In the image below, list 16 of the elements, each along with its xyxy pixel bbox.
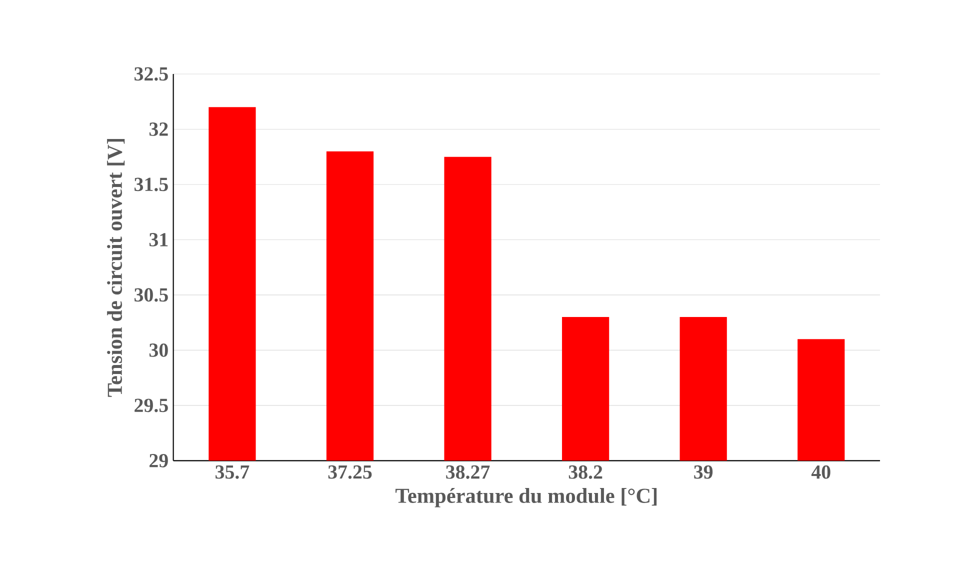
y-tick-label: 32 [149, 122, 168, 136]
y-axis-title: Tension de circuit ouvert [V] [107, 139, 125, 397]
y-tick-label: 30 [149, 343, 168, 357]
x-tick-label: 38.2 [568, 465, 602, 479]
x-tick-label: 35.7 [216, 465, 250, 479]
x-tick-label: 40 [811, 465, 830, 479]
x-tick-label: 39 [694, 465, 713, 479]
y-tick-label: 31.5 [134, 178, 168, 192]
y-tick-label: 29.5 [134, 398, 168, 412]
x-tick-label: 38.27 [446, 465, 490, 479]
y-tick-label: 31 [149, 233, 168, 246]
y-tick-label: 29 [150, 454, 168, 468]
y-tick-label: 32.5 [134, 67, 168, 81]
x-axis-title: Température du module [°C] [396, 488, 657, 508]
y-tick-label: 30.5 [134, 288, 168, 302]
x-tick-label: 37.25 [328, 465, 372, 479]
